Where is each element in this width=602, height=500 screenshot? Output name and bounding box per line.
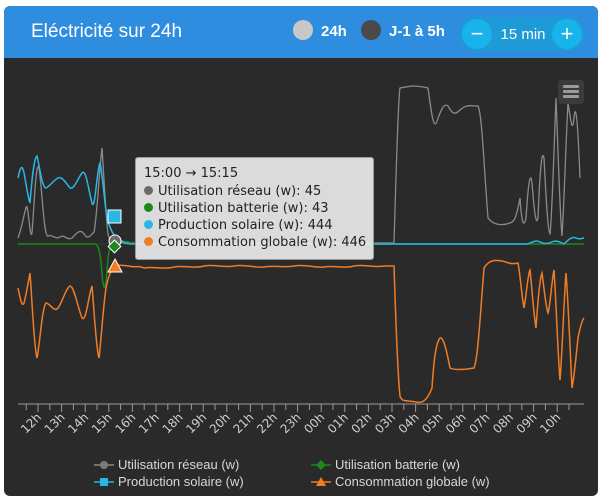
- interval-stepper: − 15 min +: [459, 17, 585, 51]
- marker-batterie: [107, 239, 122, 254]
- range-24h-label[interactable]: 24h: [321, 23, 347, 40]
- range-24h-radio[interactable]: [293, 20, 313, 40]
- x-tick-label: 08h: [490, 410, 516, 436]
- x-tick-label: 15h: [89, 410, 115, 436]
- page-title: Eléctricité sur 24h: [31, 21, 183, 42]
- range-j1-label[interactable]: J-1 à 5h: [389, 23, 445, 40]
- legend-solaire-icon: [94, 478, 114, 486]
- x-tick-label: 23h: [278, 410, 304, 436]
- series-solaire-line: [17, 154, 585, 245]
- x-tick-label: 22h: [254, 410, 280, 436]
- range-j1-radio[interactable]: [361, 20, 381, 40]
- series-batterie-line: [18, 240, 584, 288]
- x-tick-label: 09h: [514, 410, 540, 436]
- x-tick-label: 03h: [372, 410, 398, 436]
- x-tick-label: 21h: [230, 410, 256, 436]
- x-tick-label: 18h: [160, 410, 186, 436]
- increase-interval-button[interactable]: +: [552, 19, 582, 49]
- chart-menu-button[interactable]: [558, 80, 584, 104]
- x-tick-label: 19h: [183, 410, 209, 436]
- legend-reseau-icon: [94, 461, 114, 469]
- x-tick-label: 07h: [466, 410, 492, 436]
- header-bar: Eléctricité sur 24h 24h J-1 à 5h − 15 mi…: [4, 6, 598, 58]
- chart-panel: Eléctricité sur 24h 24h J-1 à 5h − 15 mi…: [4, 6, 598, 496]
- tooltip-title: 15:00 → 15:15: [144, 166, 239, 181]
- x-tick-label: 16h: [112, 410, 138, 436]
- x-tick-label: 02h: [348, 410, 374, 436]
- series-reseau-line: [17, 85, 581, 244]
- x-tick-label: 20h: [207, 410, 233, 436]
- marker-solaire: [107, 209, 122, 224]
- x-tick-label: 04h: [396, 410, 422, 436]
- x-tick-label: 13h: [42, 410, 68, 436]
- series-conso-line: [17, 259, 585, 404]
- marker-conso: [107, 257, 123, 273]
- x-tick-label: 10h: [537, 410, 563, 436]
- x-tick-label: 06h: [443, 410, 469, 436]
- tooltip-row-reseau: Utilisation réseau (w): 45: [144, 184, 321, 199]
- x-tick-label: 01h: [325, 410, 351, 436]
- chart-tooltip: 15:00 → 15:15 Utilisation réseau (w): 45…: [135, 157, 374, 260]
- legend-batterie-icon: [311, 460, 331, 470]
- x-axis-ticks: 12h13h14h15h16h17h18h19h20h21h22h23h00h0…: [18, 404, 570, 436]
- legend-conso-icon: [311, 477, 331, 486]
- tooltip-row-batterie: Utilisation batterie (w): 43: [144, 201, 329, 216]
- x-tick-label: 00h: [301, 410, 327, 436]
- line-chart: 12h13h14h15h16h17h18h19h20h21h22h23h00h0…: [17, 85, 585, 436]
- x-tick-label: 14h: [65, 410, 91, 436]
- tooltip-row-conso: Consommation globale (w): 446: [144, 235, 366, 250]
- tooltip-row-solaire: Production solaire (w): 444: [144, 218, 333, 233]
- interval-value: 15 min: [500, 26, 546, 43]
- x-tick-label: 12h: [18, 410, 44, 436]
- x-tick-label: 05h: [419, 410, 445, 436]
- decrease-interval-button[interactable]: −: [462, 19, 492, 49]
- x-tick-label: 17h: [136, 410, 162, 436]
